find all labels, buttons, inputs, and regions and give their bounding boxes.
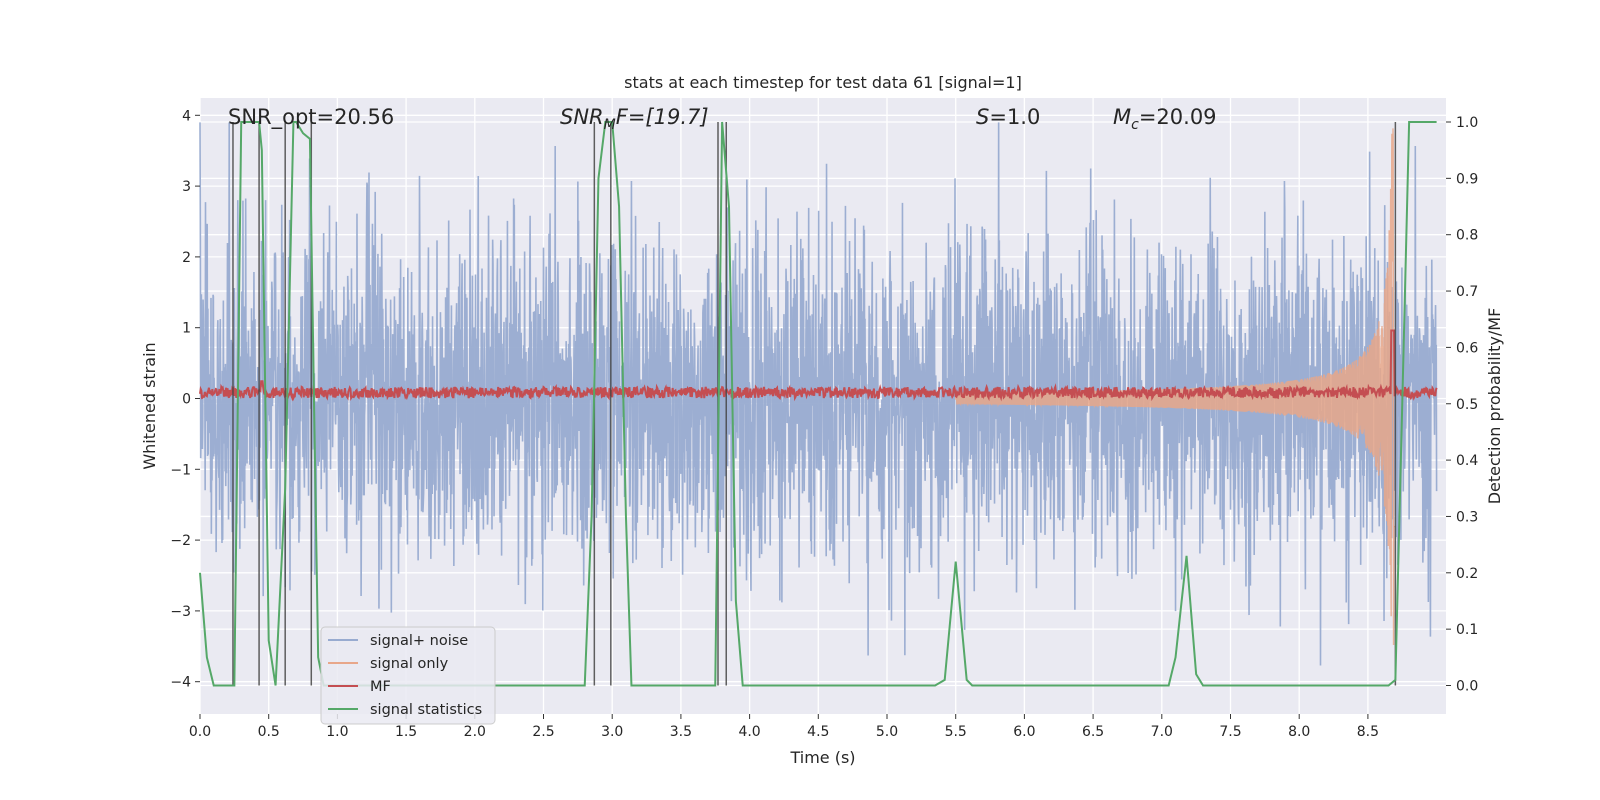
y-right-tick-label: 0.6: [1456, 340, 1478, 356]
x-tick-label: 7.5: [1219, 724, 1241, 740]
y-right-tick-label: 0.9: [1456, 171, 1478, 187]
right-y-axis-label: Detection probability/MF: [1485, 308, 1504, 505]
x-tick-label: 4.5: [807, 724, 829, 740]
y-left-tick-label: −1: [170, 462, 191, 478]
y-right-tick-label: 0.7: [1456, 284, 1478, 300]
x-tick-label: 2.5: [532, 724, 554, 740]
y-right-tick-label: 0.3: [1456, 509, 1478, 525]
y-right-tick-label: 0.2: [1456, 566, 1478, 582]
x-tick-label: 7.0: [1151, 724, 1173, 740]
annotation-mc: Mc=20.09: [1113, 105, 1217, 133]
annotation-snr-mf: SNRMF=[19.7]: [560, 105, 709, 133]
x-tick-label: 0.0: [189, 724, 211, 740]
x-tick-label: 5.0: [876, 724, 898, 740]
y-right-tick-label: 0.8: [1456, 228, 1478, 244]
y-left-tick-label: −2: [170, 533, 191, 549]
y-left-tick-label: 1: [182, 321, 191, 337]
signal-plus-noise-line: [199, 122, 1438, 666]
annotation-snr-opt: SNR_opt=20.56: [228, 105, 394, 130]
legend: signal+ noise signal only MF signal stat…: [320, 626, 496, 725]
signal-plus-noise-series: [199, 122, 1438, 666]
x-tick-label: 3.5: [670, 724, 692, 740]
x-tick-label: 4.0: [738, 724, 760, 740]
x-tick-label: 8.5: [1357, 724, 1379, 740]
y-left-tick-label: −3: [170, 604, 191, 620]
legend-label-signal-statistics: signal statistics: [370, 702, 482, 718]
legend-label-mf: MF: [370, 679, 391, 695]
signal-statistics-line: [199, 121, 1437, 687]
y-right-tick-label: 1.0: [1456, 115, 1478, 131]
left-y-axis-label: Whitened strain: [140, 342, 159, 469]
legend-box: [320, 626, 496, 725]
x-axis-ticks: 0.0 0.5 1.0 1.5 2.0 2.5 3.0 3.5 4.0 4.5 5.0 5.5 6.0 6…: [189, 714, 1379, 740]
x-tick-label: 1.5: [395, 724, 417, 740]
x-tick-label: 1.0: [326, 724, 348, 740]
x-tick-label: 0.5: [258, 724, 280, 740]
legend-label-signal-noise: signal+ noise: [370, 633, 468, 649]
mf-line: [199, 329, 1438, 402]
left-y-axis-ticks: −4 −3 −2 −1 0 1 2 3 4: [170, 108, 200, 691]
y-right-tick-label: 0.0: [1456, 679, 1478, 695]
annotation-s: S=1.0: [976, 105, 1040, 129]
y-left-tick-label: −4: [170, 675, 191, 691]
y-left-tick-label: 3: [182, 179, 191, 195]
x-tick-label: 8.0: [1288, 724, 1310, 740]
right-y-axis-ticks: 0.0 0.1 0.2 0.3 0.4 0.5 0.6 0.7 0.8 0.9 1.0: [1446, 115, 1478, 695]
mf-series: [199, 329, 1438, 402]
y-left-tick-label: 2: [182, 250, 191, 266]
x-tick-label: 6.5: [1082, 724, 1104, 740]
y-right-tick-label: 0.5: [1456, 397, 1478, 413]
x-axis-label: Time (s): [789, 748, 855, 767]
legend-label-signal-only: signal only: [370, 656, 449, 672]
y-right-tick-label: 0.1: [1456, 622, 1478, 638]
y-left-tick-label: 0: [182, 392, 191, 408]
y-right-tick-label: 0.4: [1456, 453, 1478, 469]
x-tick-label: 5.5: [945, 724, 967, 740]
x-tick-label: 2.0: [464, 724, 486, 740]
y-left-tick-label: 4: [182, 108, 191, 124]
x-tick-label: 6.0: [1013, 724, 1035, 740]
x-tick-label: 3.0: [601, 724, 623, 740]
chart-title: stats at each timestep for test data 61 …: [624, 73, 1022, 92]
signal-statistics-series: [199, 121, 1437, 687]
